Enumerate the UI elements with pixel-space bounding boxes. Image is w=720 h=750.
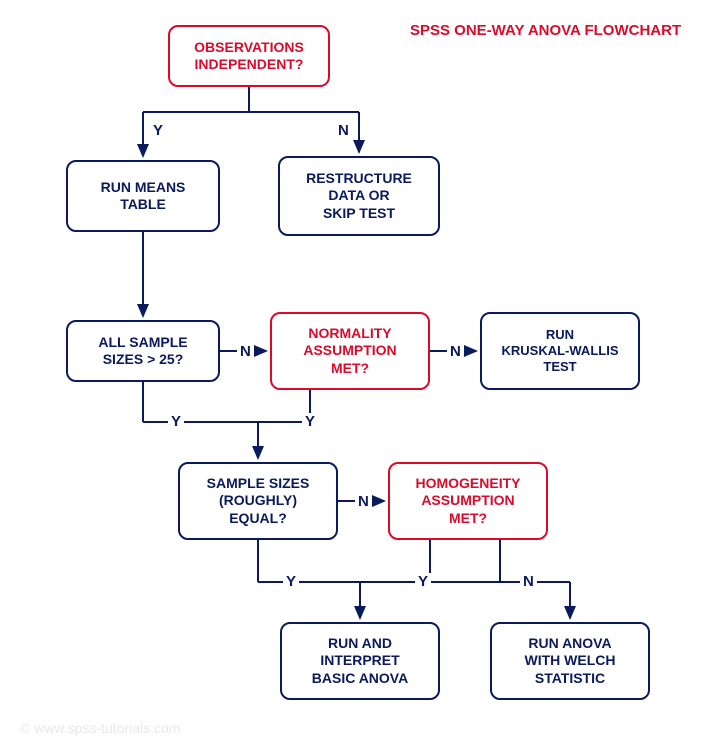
- node-homogeneity: HOMOGENEITY ASSUMPTION MET?: [388, 462, 548, 540]
- node-kruskal-wallis: RUN KRUSKAL-WALLIS TEST: [480, 312, 640, 390]
- node-observations-independent: OBSERVATIONS INDEPENDENT?: [168, 25, 330, 87]
- node-label: RUN KRUSKAL-WALLIS TEST: [494, 323, 627, 380]
- node-normality: NORMALITY ASSUMPTION MET?: [270, 312, 430, 390]
- node-sample-sizes-25: ALL SAMPLE SIZES > 25?: [66, 320, 220, 382]
- node-label: OBSERVATIONS INDEPENDENT?: [186, 35, 312, 78]
- edge-label-y3: Y: [302, 413, 318, 430]
- edge-label-n1: N: [335, 122, 352, 139]
- node-label: RUN ANOVA WITH WELCH STATISTIC: [517, 631, 624, 692]
- watermark: © www.spss-tutorials.com: [20, 720, 180, 736]
- edge-label-n5: N: [520, 573, 537, 590]
- node-sizes-equal: SAMPLE SIZES (ROUGHLY) EQUAL?: [178, 462, 338, 540]
- node-label: RUN MEANS TABLE: [93, 175, 194, 218]
- edge-label-y2: Y: [168, 413, 184, 430]
- node-label: RESTRUCTURE DATA OR SKIP TEST: [298, 166, 420, 227]
- chart-title: SPSS ONE-WAY ANOVA FLOWCHART: [410, 22, 681, 39]
- edge-label-n4: N: [355, 493, 372, 510]
- node-label: RUN AND INTERPRET BASIC ANOVA: [304, 631, 416, 692]
- edge-label-y5: Y: [415, 573, 431, 590]
- node-basic-anova: RUN AND INTERPRET BASIC ANOVA: [280, 622, 440, 700]
- node-label: SAMPLE SIZES (ROUGHLY) EQUAL?: [199, 471, 318, 532]
- edge-label-n3: N: [447, 343, 464, 360]
- node-run-means-table: RUN MEANS TABLE: [66, 160, 220, 232]
- node-restructure: RESTRUCTURE DATA OR SKIP TEST: [278, 156, 440, 236]
- node-label: ALL SAMPLE SIZES > 25?: [90, 330, 195, 373]
- node-label: HOMOGENEITY ASSUMPTION MET?: [407, 471, 528, 532]
- edge-label-y1: Y: [150, 122, 166, 139]
- edge-label-y4: Y: [283, 573, 299, 590]
- node-welch: RUN ANOVA WITH WELCH STATISTIC: [490, 622, 650, 700]
- edge-label-n2: N: [237, 343, 254, 360]
- node-label: NORMALITY ASSUMPTION MET?: [295, 321, 404, 382]
